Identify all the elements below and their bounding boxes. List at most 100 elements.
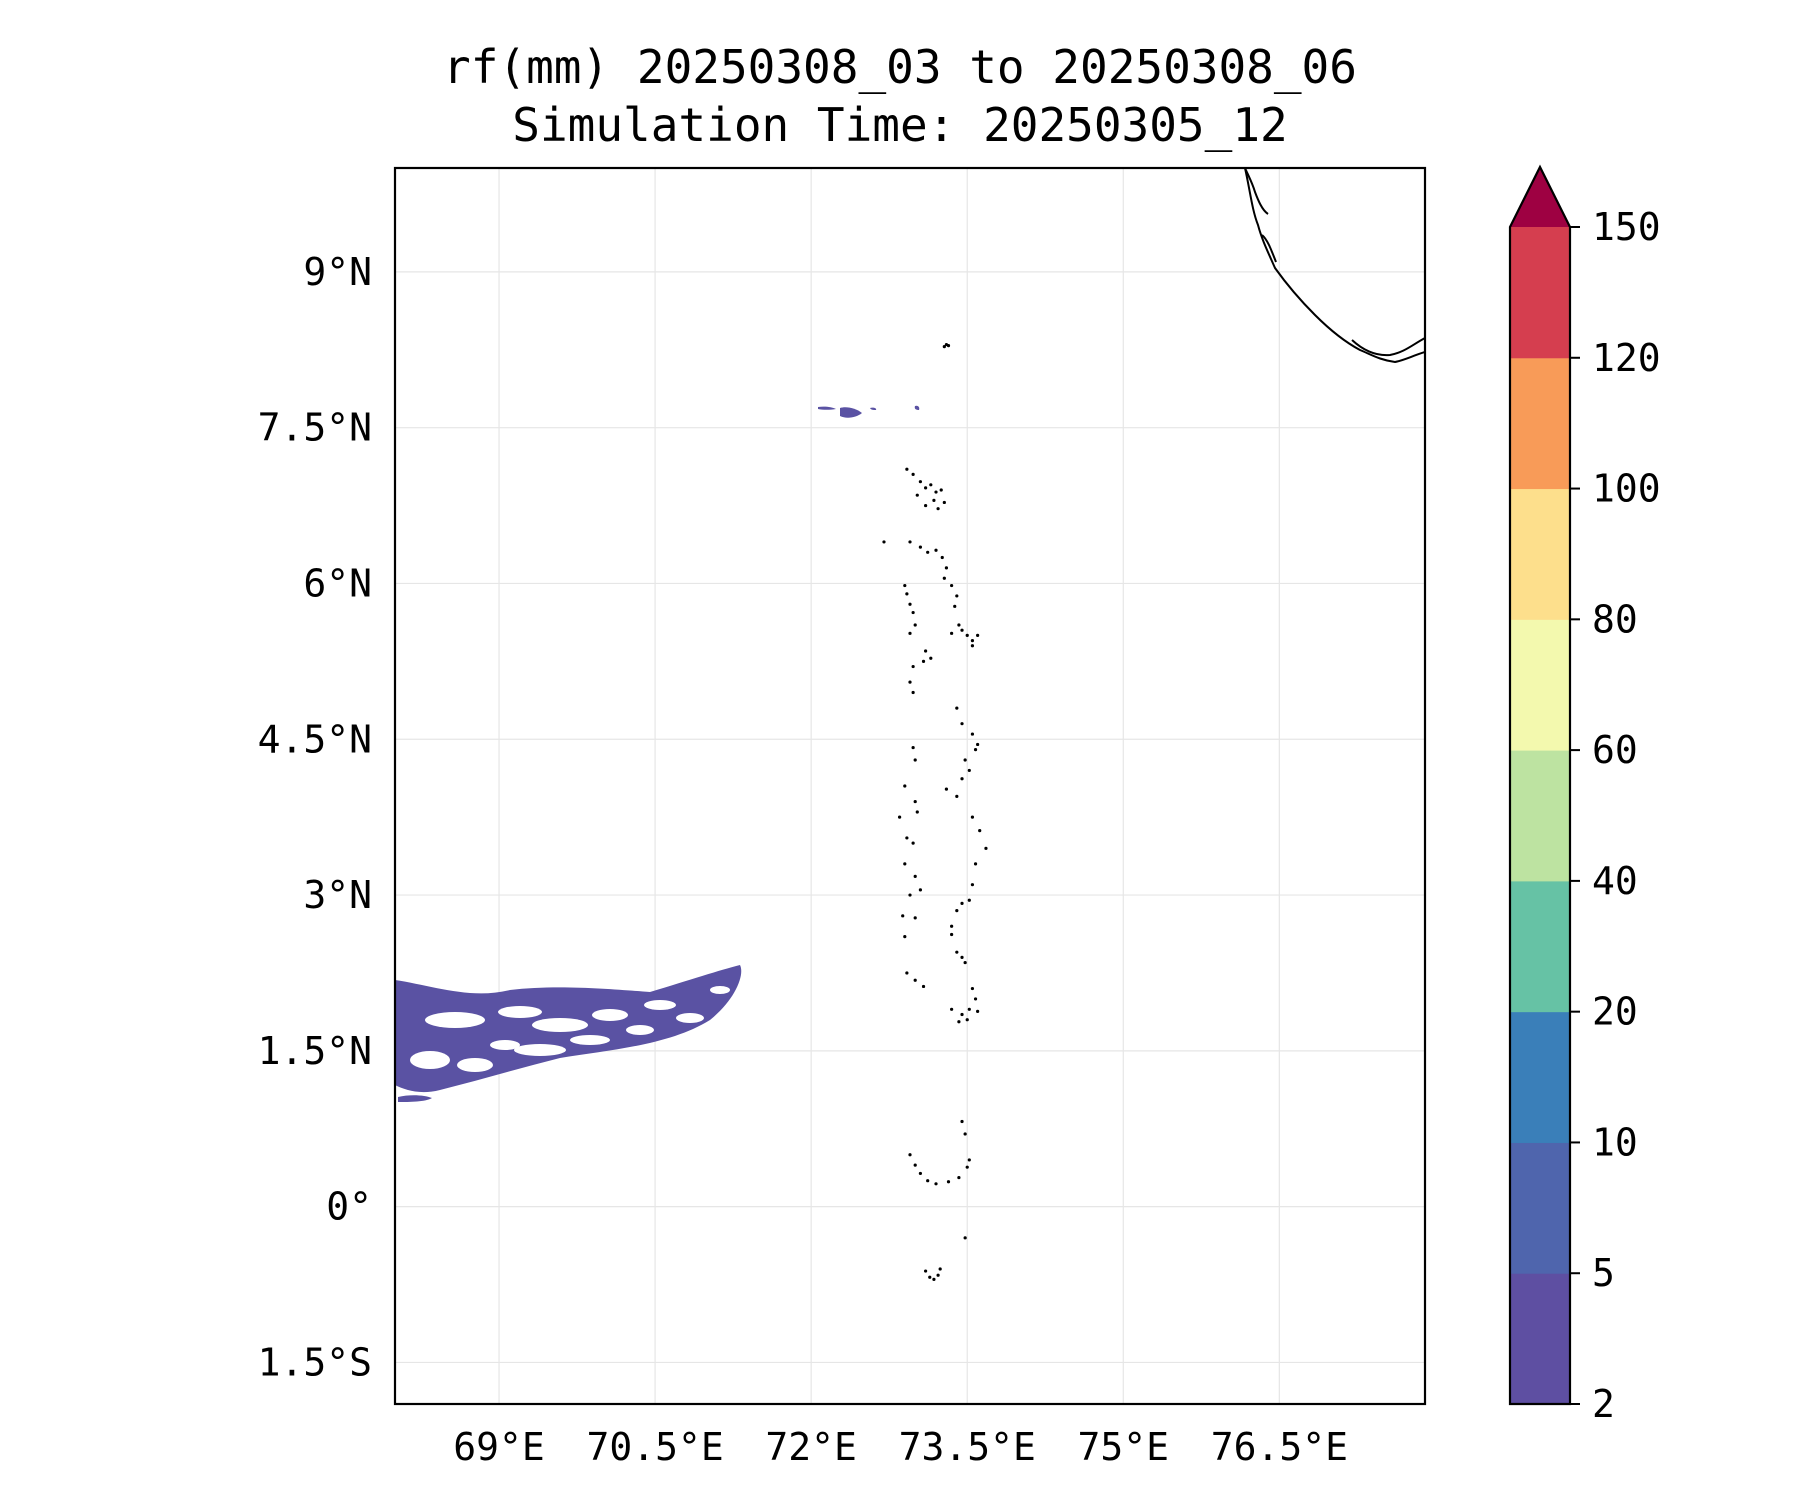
island-dot xyxy=(960,628,964,632)
island-dot xyxy=(911,610,915,615)
island-dot xyxy=(928,1275,932,1279)
island-dot xyxy=(978,829,982,833)
colorbar-segment xyxy=(1510,227,1570,359)
lat-tick-label: 1.5°N xyxy=(258,1029,372,1073)
island-dot xyxy=(957,623,961,627)
island-dot xyxy=(939,488,943,492)
island-dot xyxy=(942,345,946,349)
island-dot xyxy=(955,950,959,954)
island-dot xyxy=(897,815,902,819)
lat-tick-label: 0° xyxy=(326,1185,372,1229)
island-dot xyxy=(934,490,938,494)
island-dot xyxy=(918,1171,923,1176)
island-dot xyxy=(965,1018,969,1022)
island-dot xyxy=(911,472,915,477)
island-dot xyxy=(970,986,975,991)
island-dot xyxy=(905,467,909,471)
island-dot xyxy=(929,483,933,487)
island-dot xyxy=(970,644,975,648)
island-dot xyxy=(913,623,917,627)
coastline-india xyxy=(1244,168,1425,364)
island-dot xyxy=(950,932,954,937)
island-dot xyxy=(934,1182,938,1186)
island-dot xyxy=(965,633,969,637)
island-dot xyxy=(932,1277,936,1281)
island-dot xyxy=(976,633,980,637)
colorbar-tick-label: 150 xyxy=(1592,205,1661,249)
island-dot xyxy=(918,545,923,549)
island-dot xyxy=(905,592,909,596)
lon-tick-label: 73.5°E xyxy=(899,1425,1036,1469)
island-dot xyxy=(944,787,949,791)
island-dot xyxy=(973,748,978,752)
island-dots xyxy=(882,342,988,1281)
island-dot xyxy=(911,664,915,669)
colorbar-tick-label: 80 xyxy=(1592,597,1638,641)
colorbar-tick-label: 20 xyxy=(1592,990,1638,1034)
colorbar-segment xyxy=(1510,750,1570,882)
island-dot xyxy=(921,984,926,989)
colorbar-segment xyxy=(1510,880,1570,1013)
colorbar-extend-triangle xyxy=(1510,167,1570,227)
latitude-axis: 9°N 7.5°N 6°N 4.5°N 3°N 1.5°N 0° 1.5°S xyxy=(258,250,372,1385)
island-dot xyxy=(960,1012,964,1017)
island-dot xyxy=(918,888,923,892)
island-dot xyxy=(976,1009,980,1013)
island-dot xyxy=(950,631,954,635)
island-dot xyxy=(955,706,959,710)
island-dot xyxy=(924,503,928,508)
colorbar-tick-label: 10 xyxy=(1592,1120,1638,1164)
lon-tick-label: 76.5°E xyxy=(1211,1425,1348,1469)
colorbar-segment xyxy=(1510,619,1570,751)
island-dot xyxy=(924,1269,928,1273)
coastline-india-detail xyxy=(1244,168,1277,263)
island-dot xyxy=(967,898,971,902)
island-dot xyxy=(955,909,959,913)
island-dot xyxy=(908,602,912,606)
colorbar-segment xyxy=(1510,1273,1570,1405)
colorbar-segment xyxy=(1510,1142,1570,1274)
island-dot xyxy=(973,997,978,1001)
island-dot xyxy=(908,631,912,635)
island-dot xyxy=(946,344,951,348)
island-dot xyxy=(911,841,915,845)
island-dot xyxy=(950,924,954,928)
lat-tick-label: 1.5°S xyxy=(258,1340,372,1384)
lon-tick-label: 70.5°E xyxy=(586,1425,723,1469)
island-dot xyxy=(936,1273,940,1277)
longitude-axis: 69°E 70.5°E 72°E 73.5°E 75°E 76.5°E xyxy=(453,1425,1348,1469)
island-dot xyxy=(970,732,975,736)
island-dot xyxy=(955,794,959,798)
colorbar: 2 5 10 20 40 60 80 100 120 150 xyxy=(1508,164,1661,1426)
colorbar-segment xyxy=(1510,1011,1570,1143)
island-dot xyxy=(957,1020,961,1024)
colorbar-tick-label: 120 xyxy=(1592,336,1661,380)
island-dot xyxy=(913,916,917,920)
island-dot xyxy=(915,810,919,814)
island-dot xyxy=(908,540,912,544)
island-dot xyxy=(960,722,964,726)
island-dot xyxy=(955,594,959,598)
island-dot xyxy=(957,1175,961,1180)
island-dot xyxy=(921,659,926,663)
island-dot xyxy=(913,874,917,878)
island-dot xyxy=(984,846,988,850)
island-dot xyxy=(970,638,975,643)
colorbar-tick-label: 40 xyxy=(1592,859,1638,903)
island-dot xyxy=(903,784,907,788)
island-dot xyxy=(908,680,912,684)
island-dot xyxy=(924,486,928,490)
map-content xyxy=(395,168,1425,1281)
island-dot xyxy=(903,583,907,588)
island-dot xyxy=(976,742,980,747)
lat-tick-label: 6°N xyxy=(303,561,372,605)
colorbar-tick-label: 2 xyxy=(1592,1382,1615,1426)
island-dot xyxy=(903,862,907,866)
island-dot xyxy=(946,1180,951,1184)
island-dot xyxy=(965,1165,969,1169)
island-dot xyxy=(915,493,919,497)
lon-tick-label: 69°E xyxy=(453,1425,545,1469)
island-dot xyxy=(936,507,940,511)
rain-area-west xyxy=(395,405,920,1102)
